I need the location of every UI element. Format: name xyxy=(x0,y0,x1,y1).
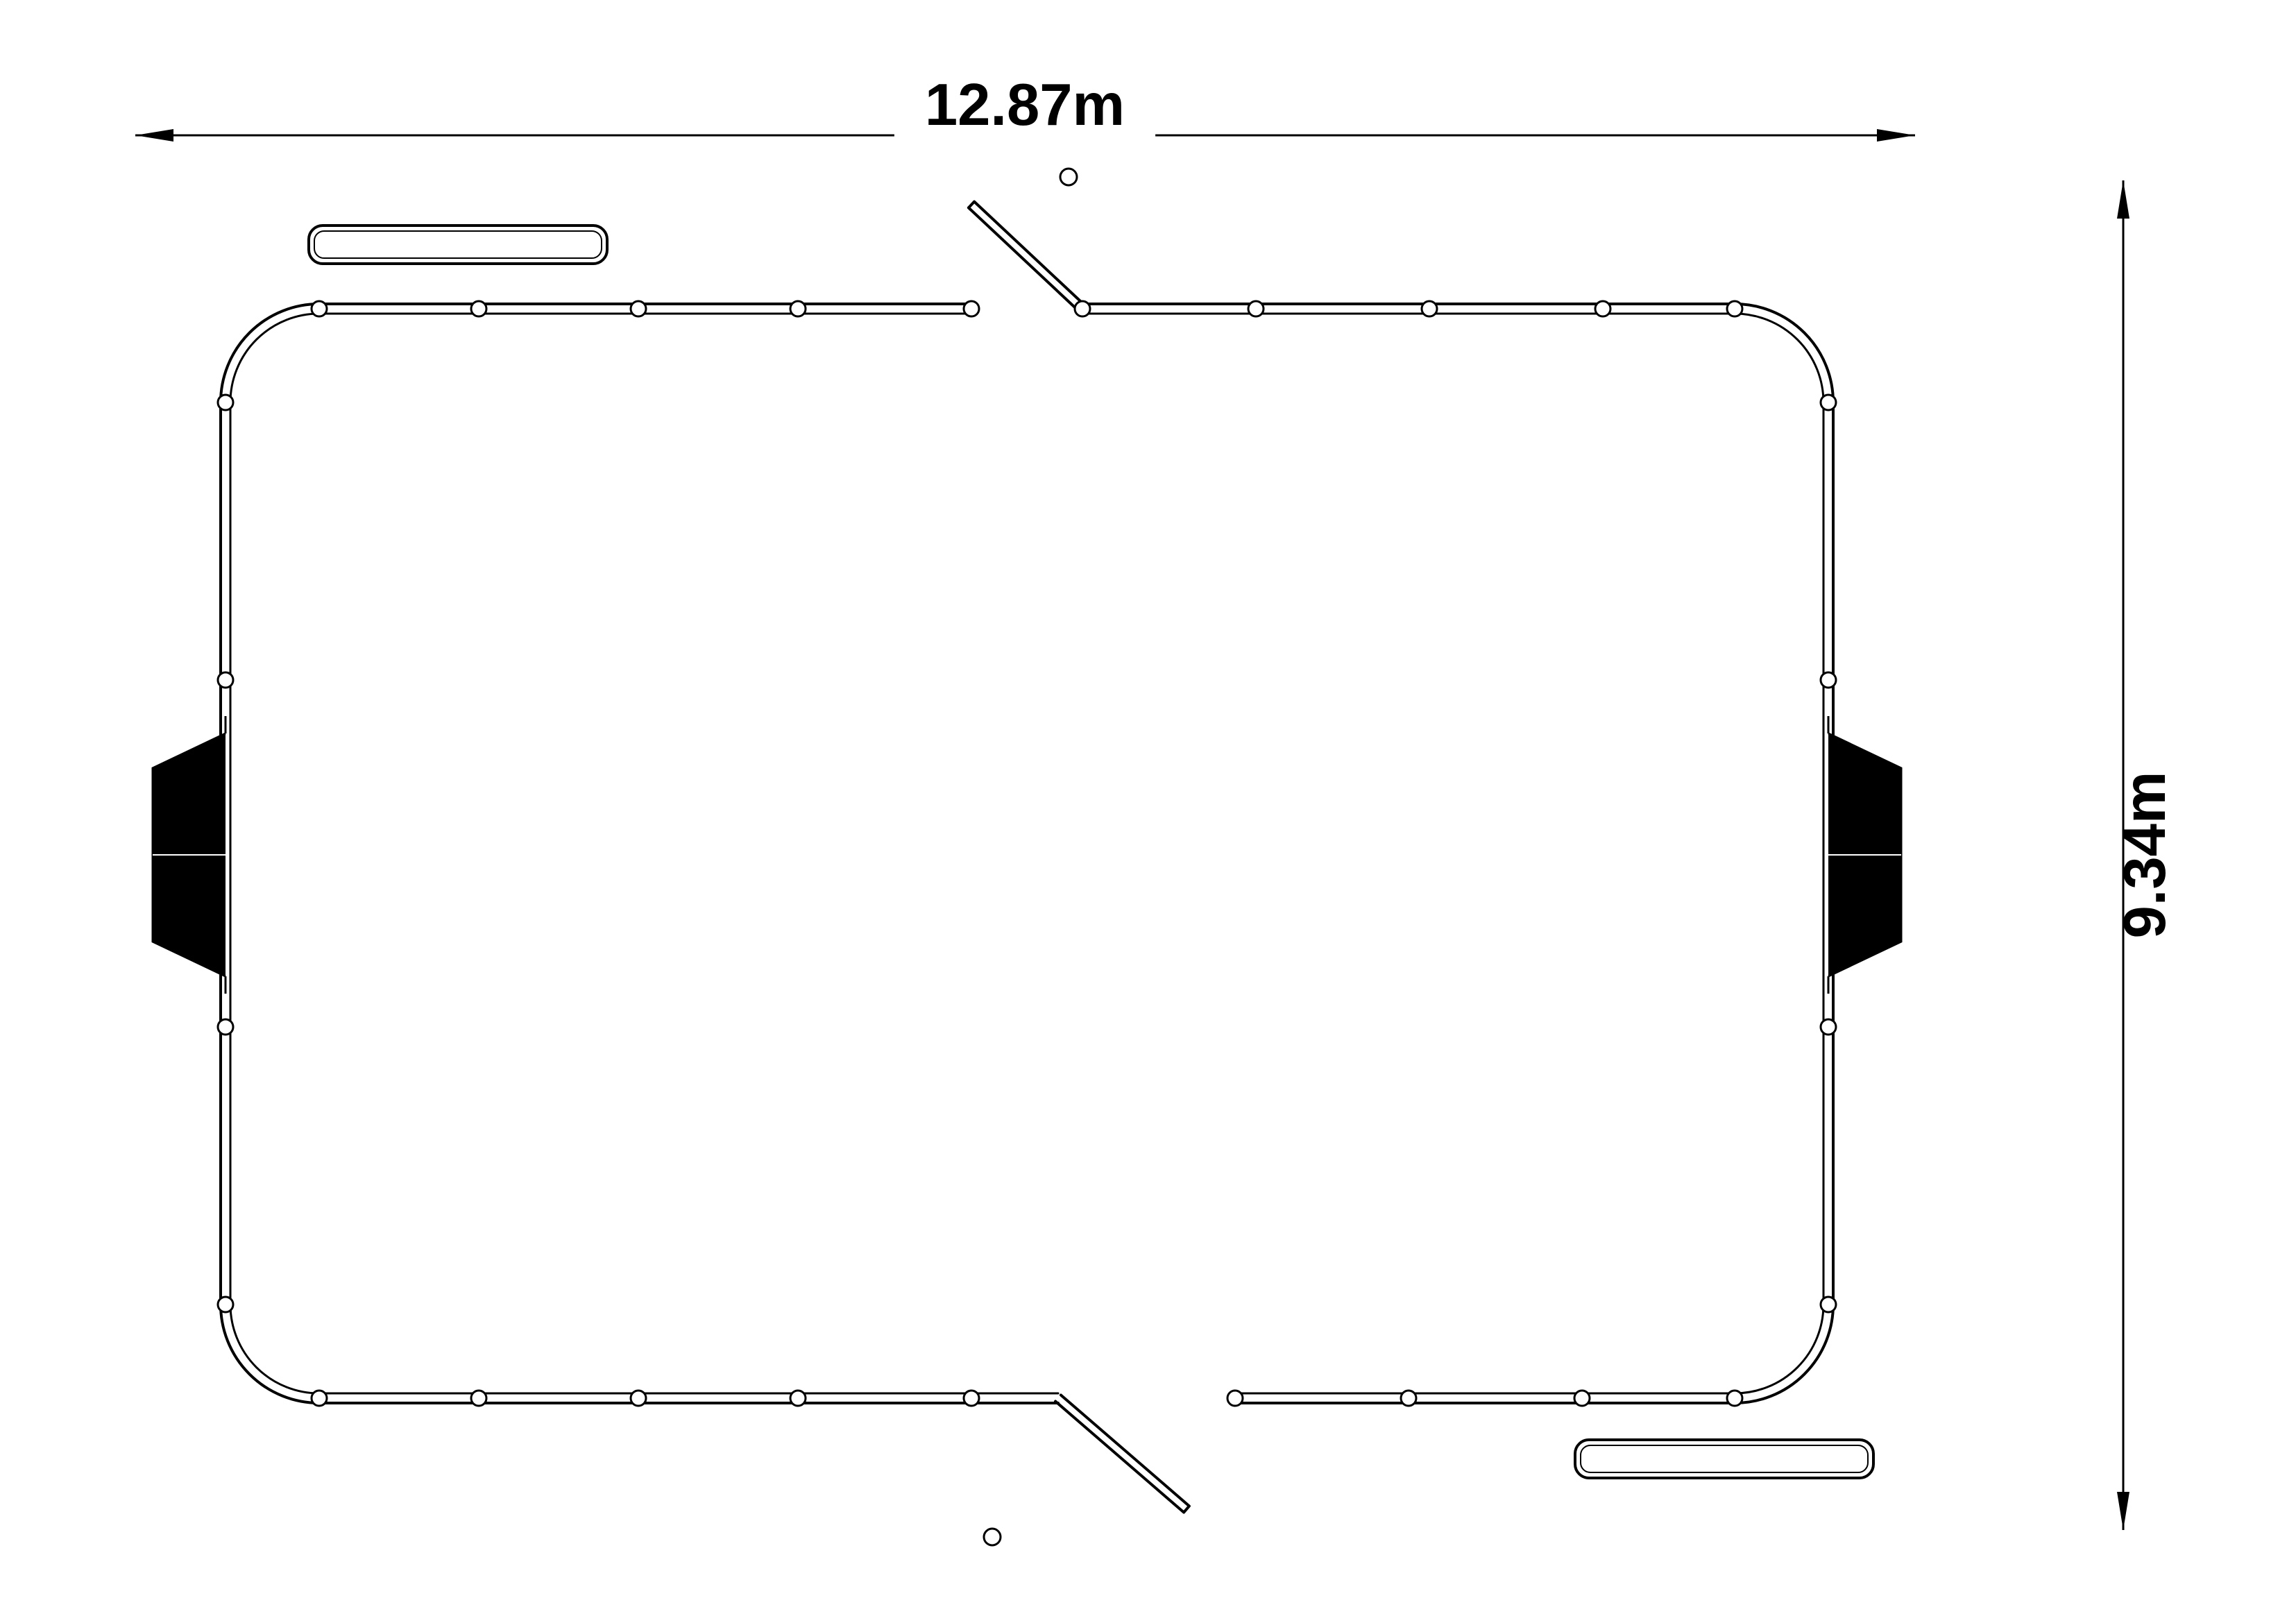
drawing-svg: 12.87m 9.34m xyxy=(0,0,2296,1623)
bench-bottom xyxy=(1575,1440,1873,1478)
rink-rail xyxy=(218,169,1836,1545)
dimension-vertical-label: 9.34m xyxy=(2112,771,2178,938)
dimension-horizontal-label: 12.87m xyxy=(925,72,1125,138)
gate-swing-top xyxy=(969,202,1085,312)
marker-dot xyxy=(984,1529,1001,1545)
technical-drawing: 12.87m 9.34m xyxy=(0,0,2296,1623)
marker-dot xyxy=(1060,169,1077,185)
goal-right xyxy=(1828,716,1901,994)
dimension-vertical: 9.34m xyxy=(2112,180,2178,1530)
rail-posts xyxy=(218,301,1836,1406)
gate-swing-bottom xyxy=(1055,1395,1189,1512)
goal-left xyxy=(153,716,226,994)
dimension-horizontal: 12.87m xyxy=(135,72,1915,146)
bench-top xyxy=(309,226,607,264)
